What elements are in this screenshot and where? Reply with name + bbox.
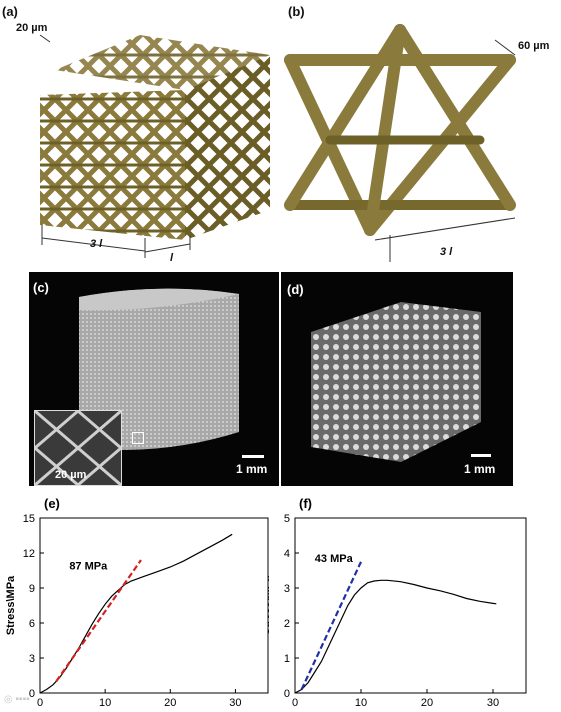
y-tick-label: 1 <box>284 653 290 665</box>
y-tick-label: 15 <box>23 513 35 525</box>
plot-frame <box>294 517 527 694</box>
length-total-b: 3 l <box>440 246 453 258</box>
inset-micrograph: 20 µm <box>34 410 122 486</box>
panel-b: (b) 60 µm 3 l <box>280 0 561 268</box>
panel-d-micrograph: (d) 1 mm <box>281 272 513 486</box>
scale-bar-d <box>471 454 491 457</box>
panel-label: (e) <box>44 496 60 511</box>
fit-line <box>300 561 362 690</box>
panel-c-label: (c) <box>33 280 49 295</box>
panel-a-label: (a) <box>2 4 18 19</box>
panel-d-label: (d) <box>287 282 304 297</box>
y-tick-label: 6 <box>29 618 35 630</box>
y-axis-label: Stress\MPa <box>5 575 17 635</box>
watermark-logo: ◎ ▪▪▪▪ <box>4 694 30 705</box>
y-axis-label: Stress\MPa <box>268 575 272 635</box>
scale-label-d: 1 mm <box>464 462 496 476</box>
length-cell-a: l <box>170 252 174 264</box>
y-tick-label: 3 <box>284 583 290 595</box>
y-tick-label: 0 <box>284 688 290 700</box>
x-tick-label: 10 <box>99 697 111 709</box>
y-tick-label: 12 <box>23 548 35 560</box>
length-total-a: 3 l <box>90 238 103 250</box>
panel-label: (f) <box>299 496 312 511</box>
fit-line <box>55 559 142 682</box>
strut-dimension-b: 60 µm <box>518 40 550 52</box>
scale-label-c: 1 mm <box>236 462 268 476</box>
y-tick-label: 0 <box>29 688 35 700</box>
stress-strain-curve <box>294 579 497 694</box>
x-tick-label: 30 <box>229 697 241 709</box>
plot-frame <box>39 517 269 694</box>
panel-a: (a) 20 µm 3 l l <box>0 0 280 268</box>
y-tick-label: 2 <box>284 618 290 630</box>
modulus-annotation: 87 MPa <box>69 560 108 572</box>
x-tick-label: 20 <box>164 697 176 709</box>
y-tick-label: 5 <box>284 513 290 525</box>
x-tick-label: 20 <box>421 697 433 709</box>
lattice-render-a <box>39 34 270 258</box>
scale-bar-c <box>242 455 264 458</box>
chart-f: (f) 0 10 20 30 0 1 2 3 4 5 Stress\MPa 43 MPa <box>268 496 527 709</box>
x-tick-label: 10 <box>355 697 367 709</box>
y-tick-label: 3 <box>29 653 35 665</box>
modulus-annotation: 43 MPa <box>315 553 354 565</box>
inset-marker <box>132 432 144 444</box>
x-tick-label: 0 <box>37 697 43 709</box>
chart-e: (e) 0 10 20 30 0 3 6 9 12 15 Stress\MPa 87 MPa <box>5 496 269 709</box>
panel-b-label: (b) <box>288 4 305 19</box>
x-tick-label: 30 <box>487 697 499 709</box>
stress-strain-curve <box>39 533 233 694</box>
strut-dimension-a: 20 µm <box>16 22 48 34</box>
y-tick-label: 9 <box>29 583 35 595</box>
y-tick-label: 4 <box>284 548 290 560</box>
panel-c-micrograph: (c) 20 µm 1 mm <box>29 272 279 486</box>
inset-scale-label: 20 µm <box>55 469 87 481</box>
x-tick-label: 0 <box>292 697 298 709</box>
lattice-render-b <box>284 24 516 262</box>
